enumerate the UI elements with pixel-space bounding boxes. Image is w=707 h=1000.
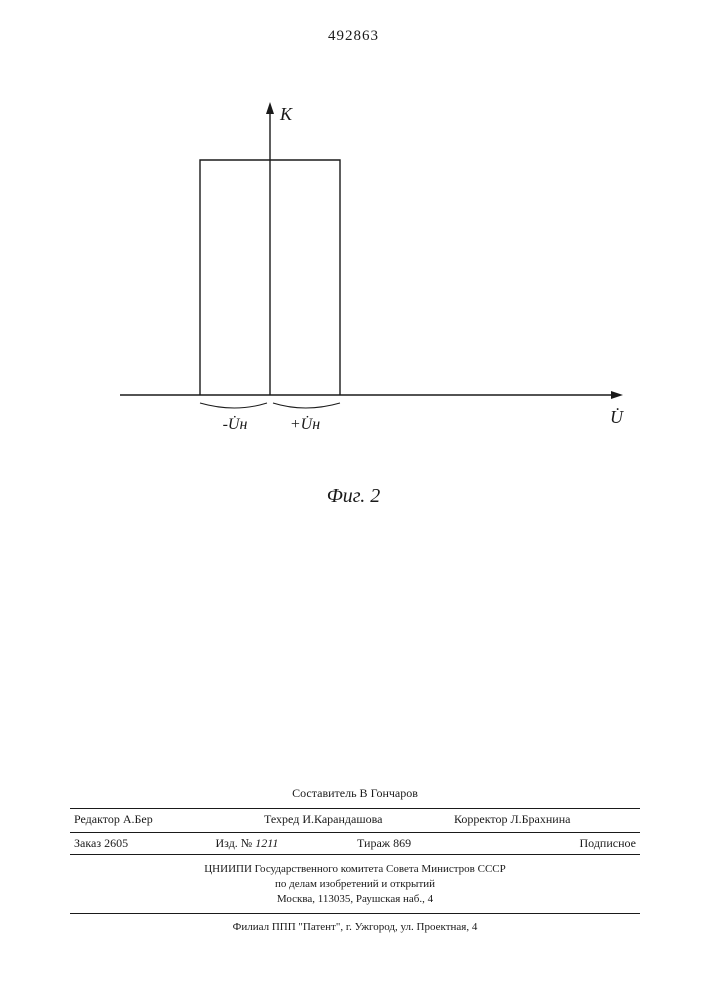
- editor-cell: Редактор А.Бер: [70, 812, 260, 827]
- footer-credits-row: Редактор А.Бер Техред И.Карандашова Корр…: [70, 808, 640, 827]
- svg-text:+U̇н: +U̇н: [290, 416, 320, 433]
- corrector-cell: Корректор Л.Брахнина: [450, 812, 640, 827]
- svg-text:U̇: U̇: [610, 406, 624, 427]
- footer-print-row: Заказ 2605 Изд. № 1211 Тираж 869 Подписн…: [70, 832, 640, 855]
- editor-label: Редактор: [74, 812, 120, 826]
- tirazh-cell: Тираж 869: [353, 836, 495, 851]
- tirazh-label: Тираж: [357, 836, 390, 850]
- corrector-name: Л.Брахнина: [511, 812, 571, 826]
- order-label: Заказ: [74, 836, 101, 850]
- izd-label: Изд. №: [216, 836, 253, 850]
- techred-cell: Техред И.Карандашова: [260, 812, 450, 827]
- order-cell: Заказ 2605: [70, 836, 212, 851]
- branch-block: Филиал ППП "Патент", г. Ужгород, ул. Про…: [70, 920, 640, 935]
- corrector-label: Корректор: [454, 812, 508, 826]
- techred-label: Техред: [264, 812, 299, 826]
- izd-cell: Изд. № 1211: [212, 836, 354, 851]
- techred-name: И.Карандашова: [302, 812, 382, 826]
- publisher-line-3: Москва, 113035, Раушская наб., 4: [70, 892, 640, 907]
- svg-text:-U̇н: -U̇н: [223, 416, 248, 433]
- izd-value: 1211: [255, 836, 278, 850]
- figure-caption: Фиг. 2: [0, 485, 707, 508]
- order-value: 2605: [104, 836, 128, 850]
- page-number: 492863: [0, 28, 707, 45]
- subscription-cell: Подписное: [495, 836, 641, 851]
- compiler-line: Составитель В Гончаров: [70, 786, 640, 801]
- editor-name: А.Бер: [123, 812, 153, 826]
- publisher-block: ЦНИИПИ Государственного комитета Совета …: [70, 862, 640, 914]
- publisher-line-1: ЦНИИПИ Государственного комитета Совета …: [70, 862, 640, 877]
- publisher-line-2: по делам изобретений и открытий: [70, 877, 640, 892]
- svg-text:K: K: [279, 104, 293, 124]
- transfer-function-chart: K U̇ -U̇н +U̇н: [95, 90, 625, 460]
- tirazh-value: 869: [393, 836, 411, 850]
